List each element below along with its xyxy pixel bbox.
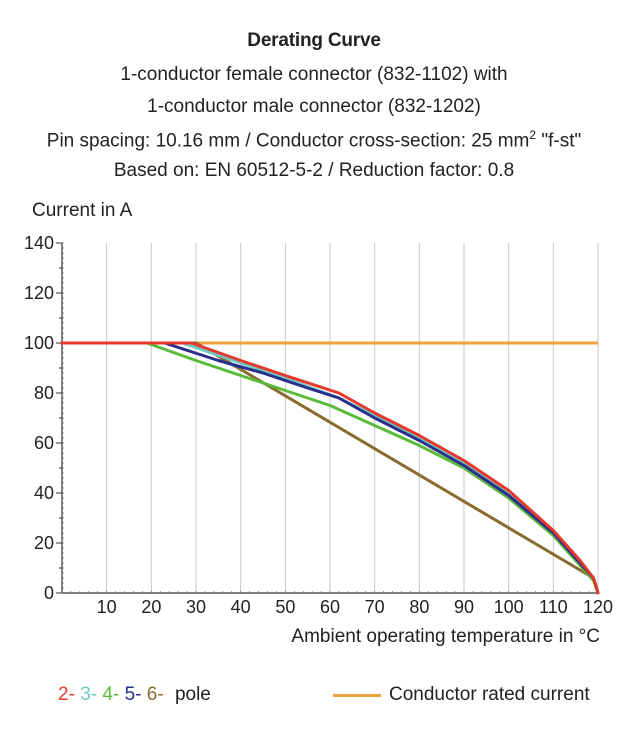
subtitle-3-suffix: "f-st": [541, 130, 582, 152]
y-tick-label-60: 60: [34, 433, 54, 453]
legend-3-pole: 3-: [80, 684, 98, 705]
x-tick-label-80: 80: [409, 597, 429, 617]
x-tick-label-110: 110: [539, 597, 568, 617]
x-tick-label-70: 70: [365, 597, 385, 617]
x-tick-label-20: 20: [141, 597, 161, 617]
series-line-4-pole: [60, 341, 600, 595]
x-tick-label-50: 50: [275, 597, 295, 617]
legend-pole-suffix: pole: [174, 684, 211, 705]
x-tick-label-60: 60: [320, 597, 340, 617]
y-tick-label-140: 140: [24, 233, 54, 253]
legend-2-pole: 2-: [58, 684, 75, 705]
legend-4-pole: 4-: [102, 684, 120, 705]
superscript-2: 2: [529, 128, 537, 142]
legend-6-pole: 6-: [146, 684, 164, 705]
y-tick-label-0: 0: [44, 583, 54, 603]
y-tick-label-80: 80: [34, 383, 54, 403]
series-line-5-pole: [60, 341, 600, 595]
x-tick-label-100: 100: [494, 597, 524, 617]
x-tick-label-120: 120: [583, 597, 613, 617]
rated-current-legend: Conductor rated current: [333, 684, 590, 706]
pole-legend: 2- 3- 4- 5- 6- pole: [58, 684, 211, 706]
y-tick-label-100: 100: [24, 333, 54, 353]
rated-current-label: Conductor rated current: [389, 684, 590, 705]
y-tick-label-120: 120: [24, 283, 54, 303]
y-tick-label-20: 20: [34, 533, 54, 553]
y-tick-label-40: 40: [34, 483, 54, 503]
subtitle-1: 1-conductor female connector (832-1102) …: [120, 64, 508, 85]
chart-title: Derating Curve: [247, 30, 381, 51]
x-tick-label-10: 10: [97, 597, 117, 617]
rated-current-swatch: [333, 693, 381, 697]
legend-5-pole: 5-: [124, 684, 142, 705]
x-tick-label-30: 30: [186, 597, 206, 617]
subtitle-4: Based on: EN 60512-5-2 / Reduction facto…: [113, 160, 515, 181]
y-axis-label: Current in A: [32, 200, 133, 221]
x-tick-label-90: 90: [454, 597, 474, 617]
x-tick-label-40: 40: [231, 597, 251, 617]
series-line-2-pole: [60, 341, 600, 595]
x-axis-label: Ambient operating temperature in °C: [291, 626, 600, 647]
subtitle-3-main: Pin spacing: 10.16 mm / Conductor cross-…: [46, 130, 530, 152]
subtitle-2: 1-conductor male connector (832-1202): [147, 96, 481, 117]
subtitle-3: Pin spacing: 10.16 mm / Conductor cross-…: [0, 128, 628, 152]
